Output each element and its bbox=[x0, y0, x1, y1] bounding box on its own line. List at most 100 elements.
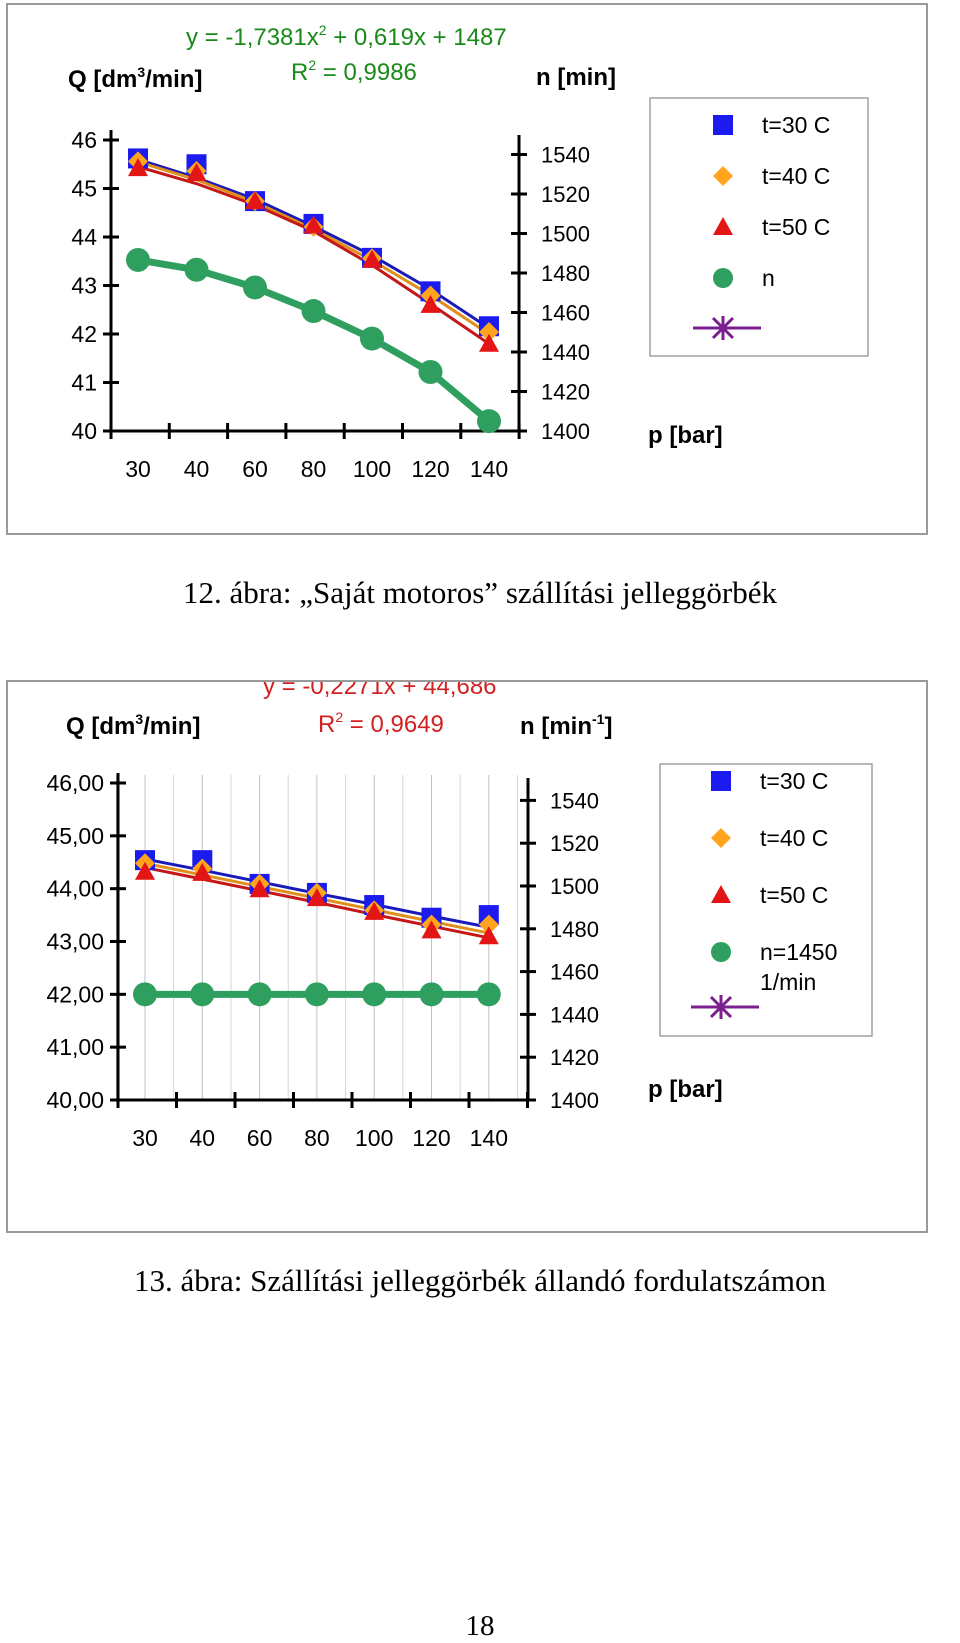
left-tick-label: 40 bbox=[71, 418, 97, 444]
right-tick-label: 1480 bbox=[541, 261, 590, 286]
data-point-triangle bbox=[303, 215, 324, 234]
figure-12-caption: 12. ábra: „Saját motoros” szállítási jel… bbox=[183, 575, 777, 610]
x-tick-label: 140 bbox=[470, 1125, 508, 1151]
right-tick-label: 1520 bbox=[541, 182, 590, 207]
data-point-circle bbox=[360, 326, 384, 351]
x-tick-label: 80 bbox=[301, 456, 327, 482]
data-point-circle bbox=[476, 982, 501, 1007]
right-tick-label: 1500 bbox=[541, 222, 590, 247]
x-tick-label: 120 bbox=[412, 1125, 450, 1151]
figure-12-chart: 40 41 42 43 44 45 46 30 40 60 80 100 120 140 1400 1420 1… bbox=[6, 3, 928, 535]
x-axis-title: p [bar] bbox=[648, 422, 723, 449]
r-squared-sup: 2 bbox=[308, 57, 316, 73]
legend-asterisk-marker bbox=[711, 316, 735, 340]
data-point-triangle bbox=[192, 862, 213, 881]
legend-marker-triangle bbox=[713, 217, 733, 235]
data-point-triangle bbox=[249, 879, 270, 898]
x-tick-label: 140 bbox=[470, 456, 508, 482]
data-point-triangle bbox=[478, 926, 499, 945]
left-tick-label: 45,00 bbox=[46, 823, 104, 849]
legend-label: t=40 C bbox=[762, 163, 830, 189]
data-point-diamond bbox=[479, 322, 499, 343]
data-point-circle bbox=[133, 982, 157, 1007]
data-point-triangle bbox=[479, 333, 499, 352]
legend-label: t=50 C bbox=[762, 214, 830, 240]
data-point-triangle bbox=[364, 901, 385, 920]
figure-12-plot: 40 41 42 43 44 45 46 30 40 60 80 100 120 140 1400 1420 1… bbox=[68, 22, 869, 482]
data-point-circle bbox=[477, 409, 501, 434]
data-point-circle bbox=[126, 247, 150, 272]
figure-13-caption: 13. ábra: Szállítási jelleggörbék álland… bbox=[133, 1263, 827, 1298]
legend-label: 1/min bbox=[760, 969, 816, 995]
right-axis-title-post: ] bbox=[604, 713, 612, 740]
trendline-equation-sup: 2 bbox=[319, 22, 327, 38]
data-point-circle bbox=[304, 982, 329, 1007]
legend-label: n=1450 bbox=[760, 939, 837, 965]
legend-marker-circle bbox=[711, 942, 731, 962]
x-tick-label: 40 bbox=[184, 456, 210, 482]
legend-label: t=40 C bbox=[760, 825, 828, 851]
figure-13-plot: 40,00 41,00 42,00 43,00 44,00 45,00 46,00 30 40 6… bbox=[46, 682, 873, 1151]
left-axis-title: Q [dm3/min] bbox=[66, 711, 200, 740]
data-point-triangle bbox=[245, 191, 265, 210]
data-point-triangle bbox=[362, 249, 382, 268]
left-tick-label: 41 bbox=[71, 370, 97, 396]
legend-marker-square bbox=[711, 771, 731, 791]
x-tick-label: 40 bbox=[190, 1125, 216, 1151]
page-number: 18 bbox=[465, 1610, 495, 1642]
data-point-circle bbox=[301, 299, 326, 324]
trendline-equation: y = -1,7381x2 + 0,619x + 1487 bbox=[186, 22, 507, 51]
right-tick-label: 1460 bbox=[541, 301, 590, 326]
data-point-triangle bbox=[421, 920, 442, 939]
data-point-triangle bbox=[306, 888, 327, 907]
left-tick-label: 46 bbox=[71, 127, 97, 153]
left-tick-label: 42 bbox=[71, 321, 97, 347]
data-point-triangle bbox=[135, 861, 155, 880]
left-tick-label: 44 bbox=[71, 224, 97, 250]
right-tick-label: 1400 bbox=[550, 1088, 599, 1113]
r-squared-label: R2 = 0,9649 bbox=[318, 709, 444, 738]
legend-label: n bbox=[762, 265, 775, 291]
legend-marker-diamond bbox=[713, 166, 733, 186]
right-tick-label: 1520 bbox=[550, 831, 599, 856]
left-axis-title: Q [dm3/min] bbox=[68, 64, 202, 93]
data-point-triangle bbox=[186, 162, 207, 181]
x-tick-label: 30 bbox=[125, 456, 151, 482]
r-squared-label: R2 = 0,9986 bbox=[291, 57, 417, 86]
right-axis-title-text: n [min bbox=[520, 713, 592, 740]
legend-marker-diamond bbox=[711, 828, 731, 848]
trendline-equation: y = -0,2271x + 44,686 bbox=[263, 682, 497, 700]
legend-marker-circle bbox=[713, 268, 733, 288]
right-tick-label: 1420 bbox=[541, 380, 590, 405]
data-point-triangle bbox=[128, 158, 148, 177]
right-tick-label: 1420 bbox=[550, 1045, 599, 1070]
right-tick-label: 1540 bbox=[541, 143, 590, 168]
right-tick-label: 1500 bbox=[550, 874, 599, 899]
trendline-equation-text: y = -1,7381x bbox=[186, 24, 319, 51]
left-tick-label: 43,00 bbox=[46, 929, 104, 955]
legend-box bbox=[659, 763, 873, 1037]
data-point-circle bbox=[190, 982, 215, 1007]
x-tick-label: 80 bbox=[304, 1125, 330, 1151]
legend-label: t=30 C bbox=[760, 768, 828, 794]
left-tick-label: 43 bbox=[71, 273, 97, 299]
x-axis-title: p [bar] bbox=[648, 1076, 723, 1103]
left-axis-title-sup: 3 bbox=[137, 64, 145, 80]
data-point-circle bbox=[362, 982, 387, 1007]
right-axis-title: n [min] bbox=[536, 64, 616, 91]
x-tick-label: 60 bbox=[247, 1125, 273, 1151]
legend-box bbox=[649, 97, 869, 357]
right-tick-label: 1540 bbox=[550, 788, 599, 813]
data-point-circle bbox=[243, 275, 267, 300]
legend-marker-square bbox=[713, 115, 733, 135]
left-axis-title-post: /min] bbox=[143, 713, 200, 740]
left-axis-title-post: /min] bbox=[145, 66, 202, 93]
right-axis-title-text: n [min] bbox=[536, 64, 616, 91]
left-axis-title-text: Q [dm bbox=[66, 713, 135, 740]
legend-asterisk-marker bbox=[709, 995, 733, 1019]
right-tick-label: 1480 bbox=[550, 917, 599, 942]
left-tick-label: 46,00 bbox=[46, 770, 104, 796]
right-tick-label: 1440 bbox=[550, 1002, 599, 1027]
left-tick-label: 41,00 bbox=[46, 1034, 104, 1060]
right-axis-title: n [min-1] bbox=[520, 711, 612, 740]
